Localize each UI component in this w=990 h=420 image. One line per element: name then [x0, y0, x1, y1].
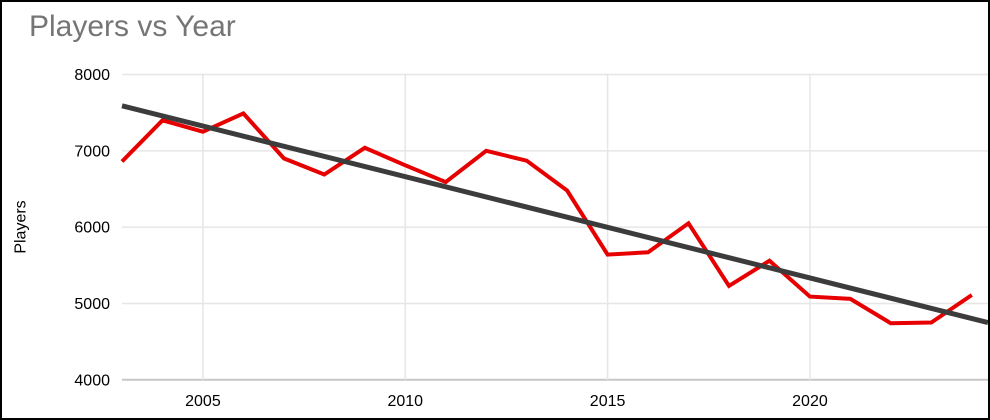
- y-tick-label: 4000: [74, 372, 110, 389]
- x-tick-label: 2020: [792, 393, 828, 410]
- y-tick-label: 8000: [74, 67, 110, 84]
- x-tick-label: 2010: [387, 393, 423, 410]
- x-tick-label: 2005: [185, 393, 221, 410]
- y-tick-label: 5000: [74, 296, 110, 313]
- y-tick-label: 7000: [74, 143, 110, 160]
- chart-title: Players vs Year: [29, 10, 236, 43]
- x-tick-label: 2015: [590, 393, 626, 410]
- trendline: [121, 103, 988, 325]
- y-tick-label: 6000: [74, 220, 110, 237]
- series-line: [120, 110, 973, 326]
